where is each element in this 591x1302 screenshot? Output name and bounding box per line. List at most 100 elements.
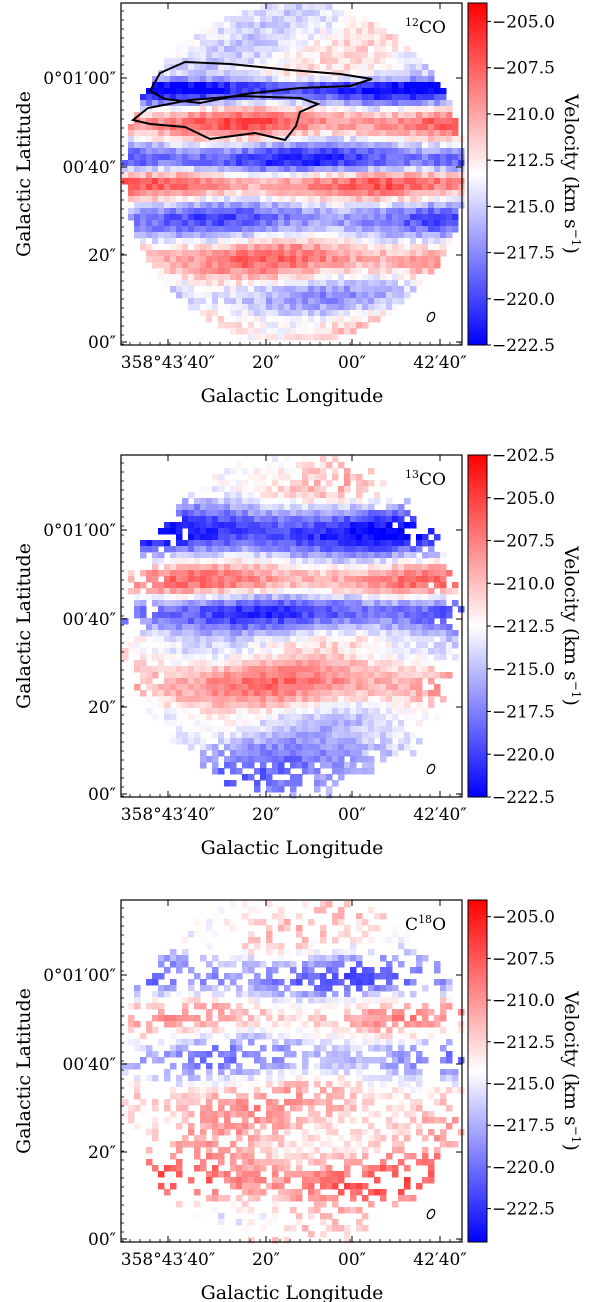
map-cell — [356, 678, 363, 685]
map-cell — [200, 594, 207, 601]
map-cell — [122, 178, 129, 185]
map-cell — [404, 196, 411, 203]
map-cell — [254, 250, 261, 257]
map-cell — [260, 486, 267, 493]
map-cell — [158, 630, 165, 637]
map-cell — [338, 516, 345, 523]
map-cell — [182, 172, 189, 179]
map-cell — [356, 726, 363, 733]
map-cell — [284, 780, 291, 787]
map-cell — [404, 564, 411, 571]
map-cell — [146, 196, 153, 203]
map-cell — [434, 88, 441, 95]
map-cell — [182, 510, 189, 517]
map-cell — [230, 316, 237, 323]
map-cell — [284, 256, 291, 263]
map-cell — [284, 82, 291, 89]
map-cell — [236, 702, 243, 709]
map-cell — [242, 720, 249, 727]
map-cell — [404, 684, 411, 691]
map-cell — [176, 76, 183, 83]
map-cell — [392, 124, 399, 131]
map-cell — [302, 901, 309, 908]
map-cell — [284, 166, 291, 173]
map-cell — [314, 648, 321, 655]
map-cell — [314, 576, 321, 583]
map-cell — [422, 654, 429, 661]
map-cell — [290, 136, 297, 143]
map-cell — [458, 136, 465, 143]
map-cell — [272, 594, 279, 601]
map-cell — [344, 202, 351, 209]
map-cell — [254, 238, 261, 245]
map-cell — [158, 702, 165, 709]
map-cell — [386, 534, 393, 541]
map-cell — [236, 750, 243, 757]
map-cell — [440, 606, 447, 613]
map-cell — [344, 618, 351, 625]
map-cell — [344, 262, 351, 269]
map-cell — [230, 486, 237, 493]
map-cell — [422, 142, 429, 149]
map-cell — [212, 196, 219, 203]
map-cell — [230, 756, 237, 763]
map-cell — [416, 118, 423, 125]
map-cell — [236, 720, 243, 727]
map-cell — [446, 202, 453, 209]
map-cell — [266, 684, 273, 691]
map-cell — [284, 46, 291, 53]
map-cell — [176, 678, 183, 685]
map-cell — [326, 738, 333, 745]
map-cell — [344, 558, 351, 565]
map-cell — [320, 738, 327, 745]
map-cell — [302, 46, 309, 53]
map-cell — [308, 696, 315, 703]
map-cell — [146, 148, 153, 155]
map-cell — [254, 528, 261, 535]
map-cell — [140, 600, 147, 607]
map-cell — [140, 172, 147, 179]
map-cell — [434, 630, 441, 637]
map-cell — [338, 322, 345, 329]
map-cell — [146, 594, 153, 601]
map-cell — [440, 118, 447, 125]
map-cell — [134, 190, 141, 197]
map-cell — [260, 172, 267, 179]
map-cell — [356, 196, 363, 203]
map-cell — [314, 46, 321, 53]
map-cell — [176, 690, 183, 697]
map-cell — [140, 678, 147, 685]
map-cell — [242, 16, 249, 23]
map-cell — [410, 678, 417, 685]
map-cell — [428, 70, 435, 77]
map-cell — [338, 570, 345, 577]
map-cell — [212, 666, 219, 673]
map-cell — [404, 630, 411, 637]
map-cell — [134, 606, 141, 613]
map-cell — [296, 238, 303, 245]
map-cell — [362, 304, 369, 311]
map-cell — [422, 202, 429, 209]
map-cell — [392, 160, 399, 167]
map-cell — [254, 708, 261, 715]
map-cell — [182, 636, 189, 643]
map-cell — [308, 708, 315, 715]
map-cell — [374, 232, 381, 239]
map-cell — [152, 582, 159, 589]
map-cell — [320, 720, 327, 727]
map-cell — [350, 720, 357, 727]
map-cell — [158, 528, 165, 535]
map-cell — [422, 154, 429, 161]
map-cell — [362, 292, 369, 299]
map-cell — [362, 516, 369, 523]
map-cell — [386, 504, 393, 511]
map-cell — [392, 58, 399, 65]
map-cell — [404, 546, 411, 553]
map-cell — [188, 88, 195, 95]
map-cell — [284, 696, 291, 703]
map-cell — [446, 220, 453, 227]
map-cell — [212, 762, 219, 769]
map-cell — [182, 588, 189, 595]
map-cell — [410, 64, 417, 71]
map-cell — [320, 762, 327, 769]
